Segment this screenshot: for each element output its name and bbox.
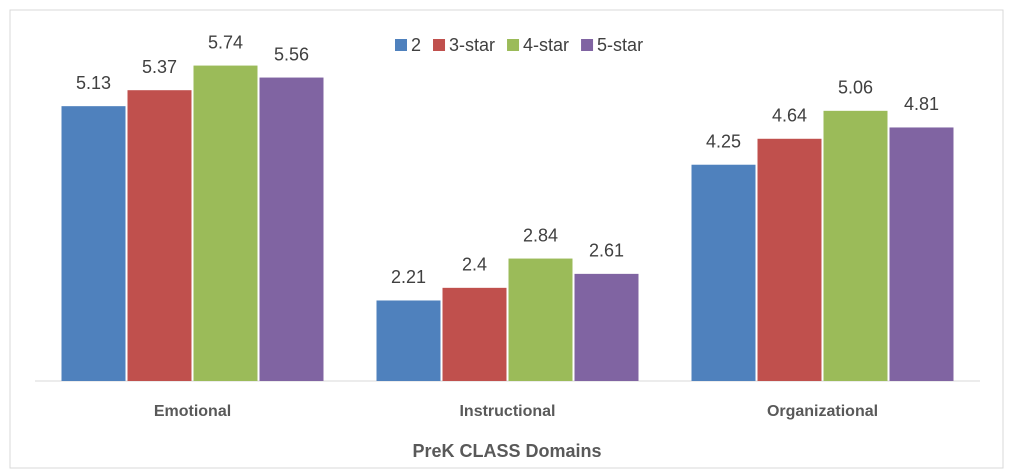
bar xyxy=(259,77,324,381)
data-label: 2.21 xyxy=(391,267,426,287)
data-label: 4.81 xyxy=(904,94,939,114)
data-label: 2.84 xyxy=(523,225,558,245)
data-label: 5.74 xyxy=(208,32,243,52)
legend-label: 4-star xyxy=(523,35,569,55)
legend-swatch xyxy=(395,39,407,51)
legend-swatch xyxy=(507,39,520,51)
data-label: 5.37 xyxy=(142,57,177,77)
data-label: 5.56 xyxy=(274,44,309,64)
bar xyxy=(889,127,954,381)
bar xyxy=(574,273,639,381)
x-tick-label: Instructional xyxy=(459,403,555,420)
bar xyxy=(757,138,822,381)
bar xyxy=(61,106,126,382)
legend-label: 2 xyxy=(411,35,421,55)
bar xyxy=(823,110,888,382)
legend-label: 5-star xyxy=(597,35,643,55)
bar xyxy=(508,258,573,381)
legend-label: 3-star xyxy=(449,35,495,55)
data-label: 5.06 xyxy=(838,78,873,98)
data-label: 2.4 xyxy=(462,255,487,275)
data-label: 4.64 xyxy=(772,106,807,126)
bar xyxy=(127,90,192,382)
legend-swatch xyxy=(433,39,446,51)
legend-swatch xyxy=(581,39,594,51)
data-label: 2.61 xyxy=(589,241,624,261)
data-label: 4.25 xyxy=(706,131,741,151)
bar xyxy=(193,65,258,381)
bar xyxy=(376,300,441,381)
bar xyxy=(691,164,756,381)
x-tick-label: Organizational xyxy=(767,403,878,420)
x-tick-label: Emotional xyxy=(154,403,231,420)
x-axis-title: PreK CLASS Domains xyxy=(412,441,601,461)
bar xyxy=(442,287,507,381)
data-label: 5.13 xyxy=(76,73,111,93)
